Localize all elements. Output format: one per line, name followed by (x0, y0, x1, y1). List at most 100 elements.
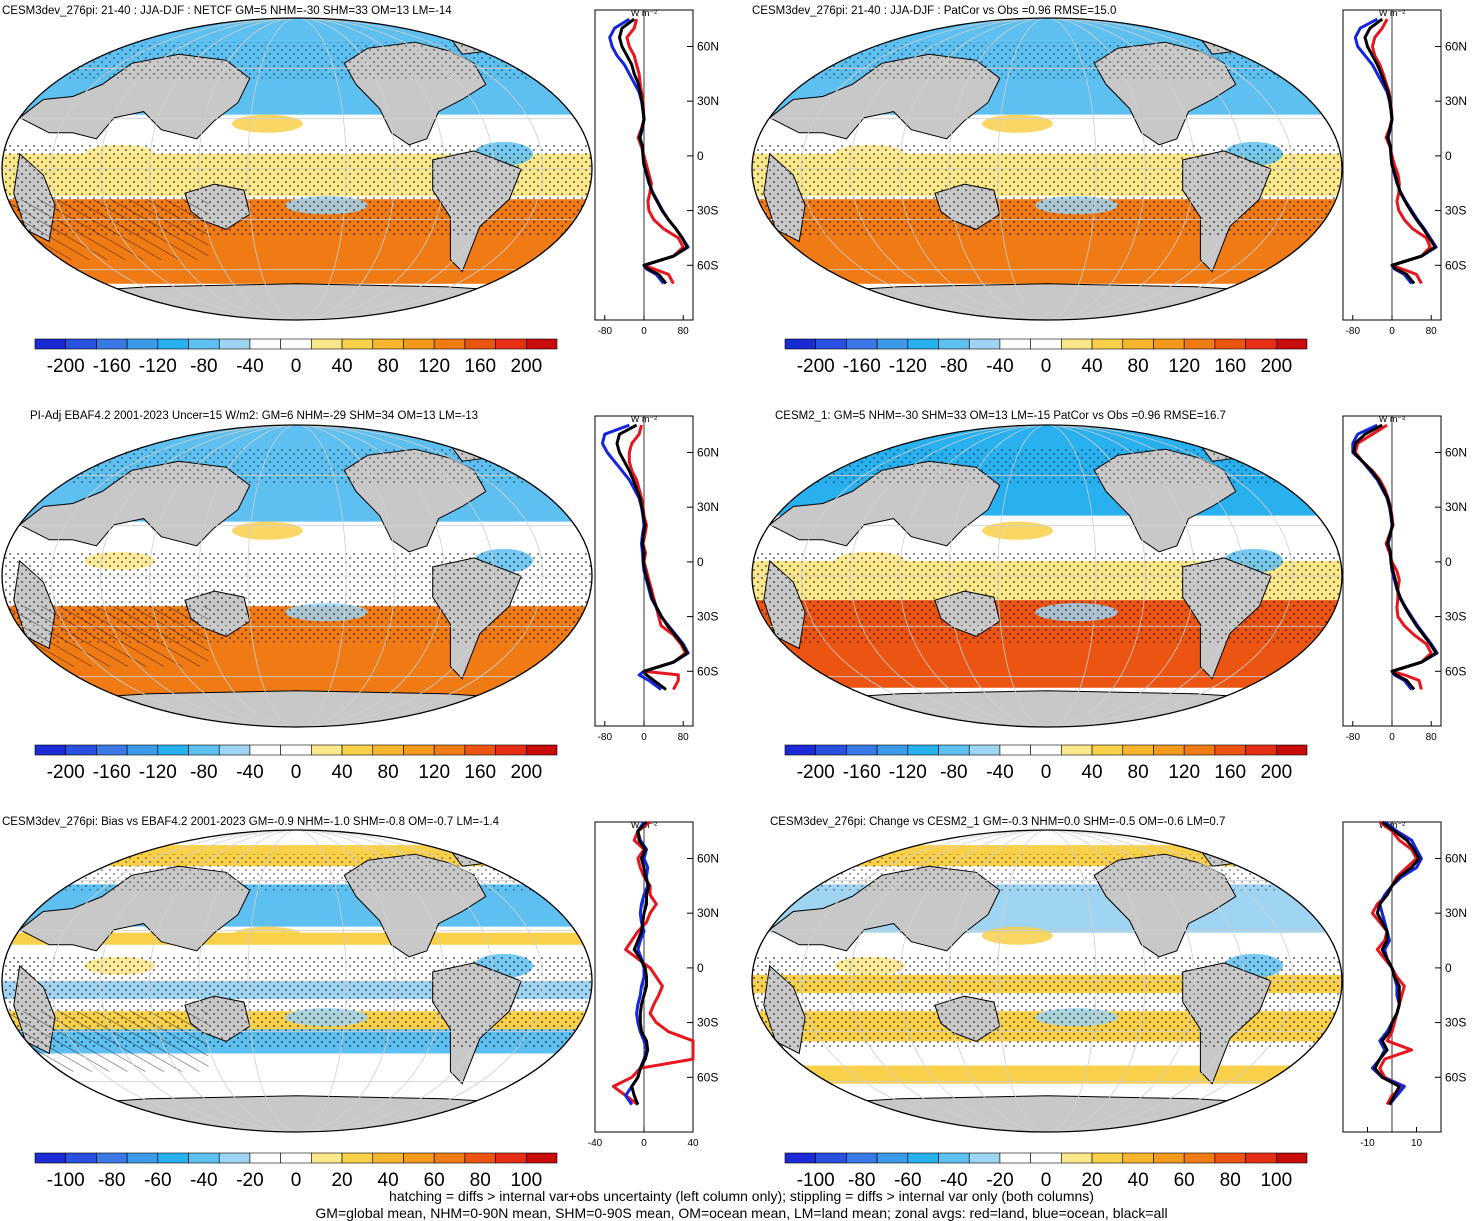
colorbar-swatch (938, 1152, 970, 1164)
colorbar-swatch (968, 744, 1001, 756)
colorbar-swatch (815, 1152, 847, 1164)
zonal-line-land (627, 424, 688, 691)
colorbar-swatch (1183, 338, 1216, 350)
colorbar-swatch (280, 338, 312, 350)
colorbar-swatch (1153, 338, 1185, 350)
colorbar-label: -80 (940, 762, 967, 783)
graticule-lon-3 (899, 425, 1195, 727)
map-patch-0 (232, 926, 303, 945)
zonal-xtick-label: -80 (1346, 326, 1361, 337)
stippling-north (2, 854, 592, 891)
colorbar-label: -40 (236, 356, 263, 377)
map-1 (2, 18, 592, 320)
map-2 (752, 18, 1342, 320)
colorbar-label: 80 (378, 356, 399, 377)
colorbar-label: 0 (1041, 762, 1052, 783)
footer-line-1: hatching = diffs > internal var+obs unce… (389, 1188, 1094, 1204)
colorbar-label: -40 (986, 356, 1013, 377)
colorbar-label: 120 (418, 356, 450, 377)
colorbar-swatch (341, 1152, 374, 1164)
zonal-xtick-label: 0 (1389, 326, 1395, 337)
graticule-lon-5 (50, 18, 544, 320)
colorbar-swatch (188, 338, 220, 350)
map-patch-0 (982, 114, 1053, 133)
colorbar-label: 0 (291, 1170, 302, 1191)
graticule-lon-4 (849, 830, 1245, 1132)
map-4 (752, 425, 1342, 727)
graticule-lon-5 (800, 830, 1294, 1132)
zonal-xtick-label: 80 (678, 326, 690, 337)
zonal-plot-2: W m⁻² 60N 30N 0 30S 60S -80 0 80 (1342, 8, 1467, 337)
colorbar-swatch (999, 744, 1031, 756)
colorbar-label: -80 (848, 1170, 875, 1191)
zonal-ytick-label: 60S (697, 664, 718, 678)
colorbar-swatch (157, 338, 189, 350)
colorbar-swatch (1275, 338, 1308, 350)
colorbar-label: 80 (1220, 1170, 1241, 1191)
zonal-ytick-label: 30S (697, 204, 718, 218)
colorbar-label: 0 (291, 356, 302, 377)
colorbar-swatch (372, 744, 404, 756)
colorbar-swatch (815, 338, 847, 350)
colorbar-label: 200 (510, 356, 542, 377)
colorbar-label: 40 (1081, 762, 1102, 783)
colorbar-label: 0 (1041, 1170, 1052, 1191)
graticule-lon-5 (800, 18, 1294, 320)
colorbar-swatch (188, 744, 220, 756)
panel-6-title: CESM3dev_276pi: Change vs CESM2_1 GM=-0.… (770, 816, 1226, 828)
graticule-lon-3 (899, 18, 1195, 320)
zonal-ytick-label: 30N (697, 906, 719, 920)
graticule-lon-3 (899, 830, 1195, 1132)
colorbar-swatch (1030, 1152, 1062, 1164)
colorbar-swatch (311, 744, 343, 756)
colorbar-swatch (525, 744, 558, 756)
zonal-xtick-label: 80 (678, 732, 690, 743)
zonal-line-all (618, 17, 689, 285)
colorbar-label: 120 (1168, 762, 1200, 783)
colorbar-swatch (1214, 744, 1246, 756)
zonal-ytick-label: 30S (697, 1016, 718, 1030)
graticule-lon-1 (247, 425, 347, 727)
continent-6 (799, 690, 1295, 727)
colorbar-label: -200 (47, 356, 85, 377)
colorbar-swatch (907, 1152, 939, 1164)
stippling (752, 956, 1342, 1048)
colorbar-label: 200 (510, 762, 542, 783)
graticule-lon-5 (50, 830, 544, 1132)
colorbar-label: -100 (47, 1170, 85, 1191)
graticule-lon-5 (50, 425, 544, 727)
colorbar-label: -20 (986, 1170, 1013, 1191)
zonal-line-all (1363, 17, 1437, 285)
stippling-north (752, 854, 1342, 891)
colorbar-6: -100 -80 -60 -40 -20 0 20 40 60 80 100 (784, 1152, 1308, 1191)
graticule-lon-4 (849, 18, 1245, 320)
colorbar-swatch (464, 338, 496, 350)
graticule-lon-1 (247, 830, 347, 1132)
colorbar-swatch (495, 1152, 527, 1164)
zonal-plot-1: W m⁻² 60N 30N 0 30S 60S -80 0 80 (594, 8, 719, 337)
zonal-line-ocean (1353, 17, 1438, 285)
zonal-ytick-label: 60N (697, 39, 719, 53)
colorbar-label: 80 (378, 762, 399, 783)
colorbar-swatch (96, 744, 128, 756)
colorbar-label: 100 (1260, 1170, 1292, 1191)
colorbar-swatch (907, 338, 939, 350)
colorbar-swatch (1091, 1152, 1124, 1164)
colorbar-4: -200 -160 -120 -80 -40 0 40 80 120 160 200 (784, 744, 1308, 783)
hatching (2, 606, 209, 667)
colorbar-swatch (157, 1152, 189, 1164)
colorbar-swatch (1245, 1152, 1277, 1164)
graticule-lon-1 (247, 18, 347, 320)
colorbar-label: -60 (144, 1170, 171, 1191)
zonal-ytick-label: 60N (1445, 851, 1467, 865)
zonal-ytick-label: 30N (1445, 500, 1467, 514)
colorbar-swatch (433, 744, 466, 756)
colorbar-swatch (1122, 1152, 1154, 1164)
zonal-unit-label: W m⁻² (1379, 414, 1405, 424)
colorbar-label: 120 (1168, 356, 1200, 377)
zonal-ytick-label: 30S (1445, 610, 1466, 624)
graticule-lon-4 (99, 425, 495, 727)
colorbar-label: -120 (139, 762, 177, 783)
colorbar-label: -120 (889, 356, 927, 377)
